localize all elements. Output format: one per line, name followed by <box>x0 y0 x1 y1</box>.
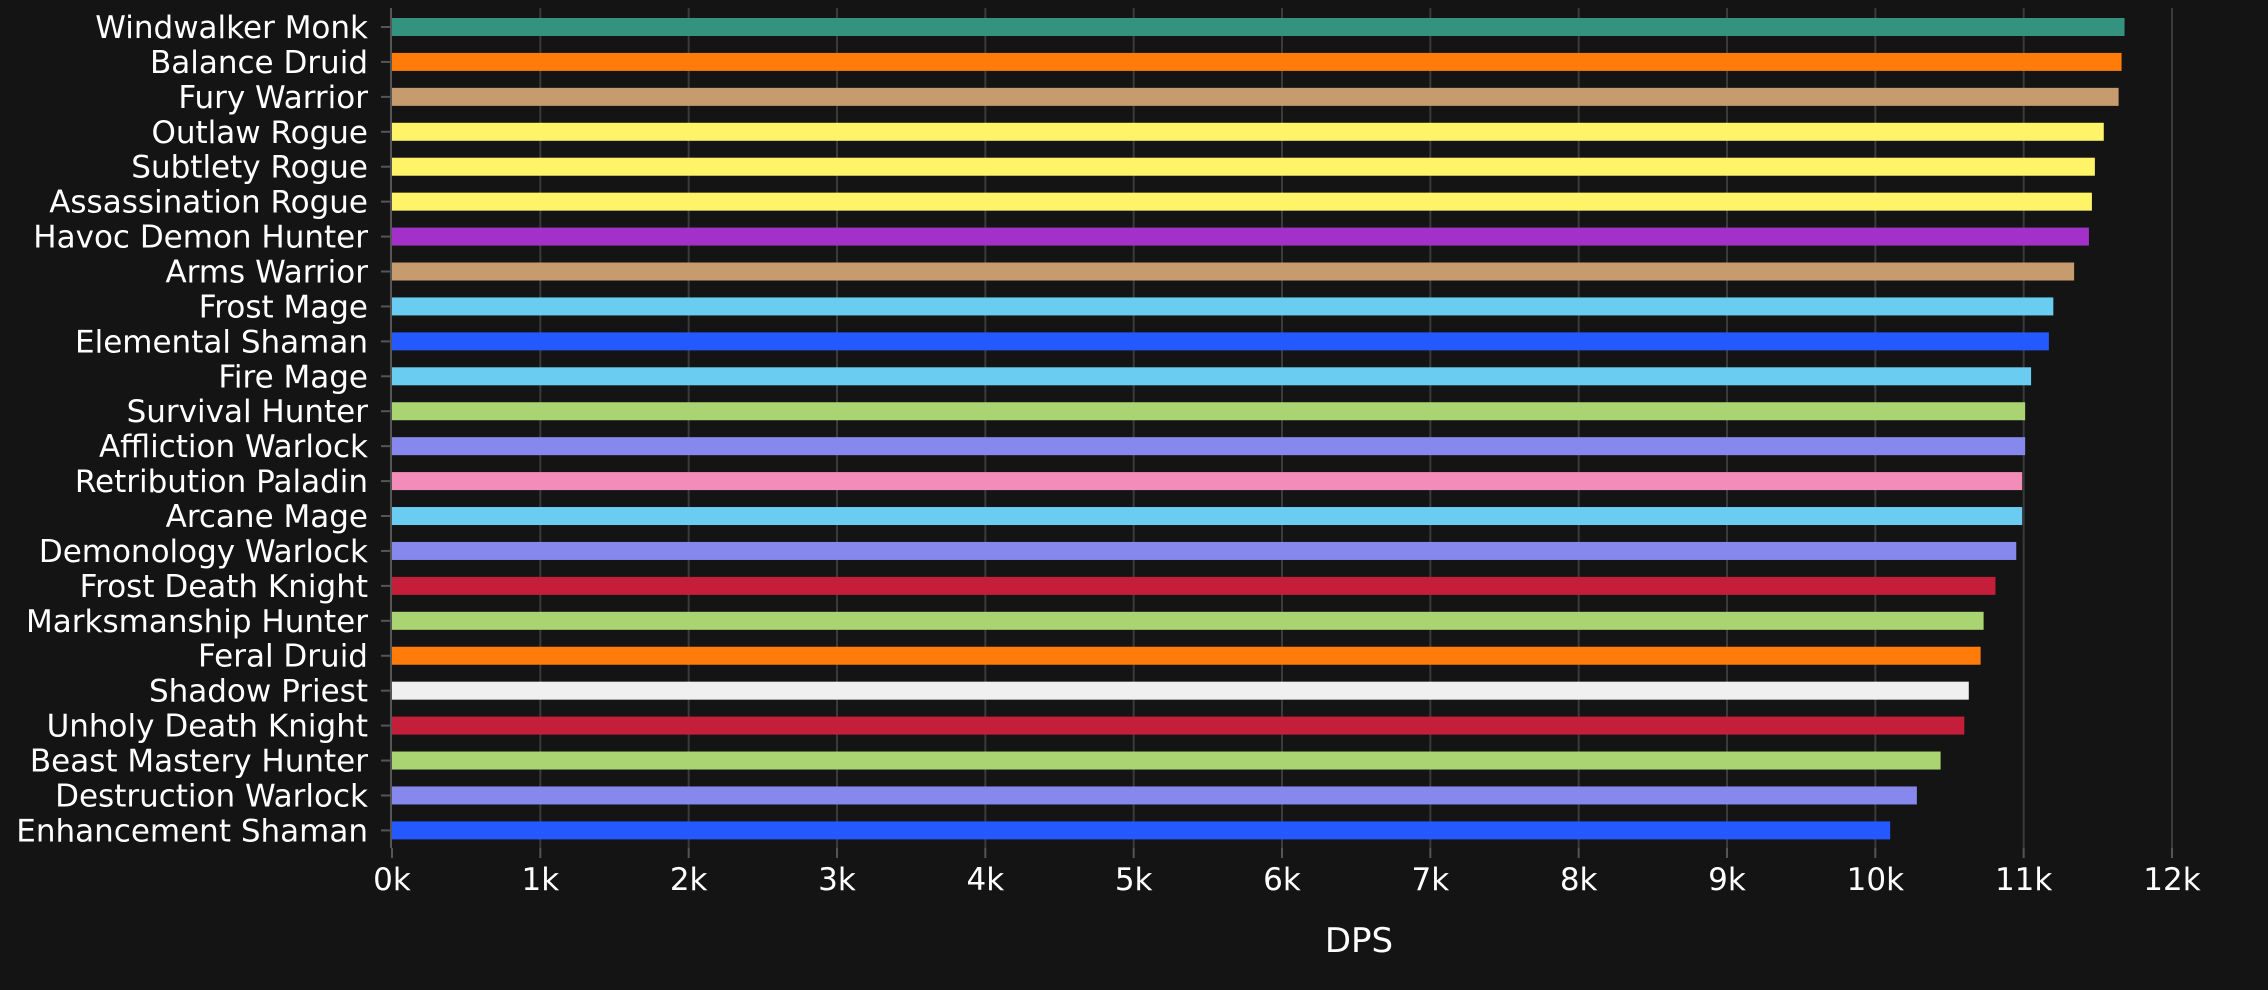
bar <box>392 402 2026 421</box>
category-label: Assassination Rogue <box>49 185 368 221</box>
category-label: Subtlety Rogue <box>131 150 368 186</box>
bar <box>392 332 2049 351</box>
bar <box>392 437 2026 456</box>
category-label: Survival Hunter <box>127 394 369 430</box>
category-label: Arcane Mage <box>166 499 368 535</box>
bar <box>392 716 1965 735</box>
bar <box>392 751 1941 770</box>
x-tick-label: 5k <box>1115 862 1153 898</box>
category-label: Havoc Demon Hunter <box>33 220 368 256</box>
x-tick-label: 7k <box>1411 862 1449 898</box>
category-label: Enhancement Shaman <box>16 813 368 849</box>
bar <box>392 507 2023 526</box>
x-tick-label: 6k <box>1263 862 1301 898</box>
bars <box>392 18 2125 840</box>
bar <box>392 87 2119 106</box>
category-label: Elemental Shaman <box>75 324 368 360</box>
x-tick-label: 3k <box>818 862 856 898</box>
bar <box>392 786 1917 805</box>
category-label: Fire Mage <box>218 359 368 395</box>
category-label: Frost Mage <box>199 289 368 325</box>
x-tick-label: 2k <box>670 862 708 898</box>
x-tick-label: 4k <box>966 862 1004 898</box>
x-tick-label: 0k <box>373 862 411 898</box>
x-axis-title: DPS <box>1325 921 1393 961</box>
bar <box>392 297 2054 316</box>
x-tick-label: 12k <box>2143 862 2200 898</box>
bar <box>392 576 1996 595</box>
category-label: Demonology Warlock <box>39 534 368 570</box>
axes <box>381 8 2173 858</box>
bar <box>392 122 2104 141</box>
category-label: Shadow Priest <box>149 674 368 710</box>
category-label: Affliction Warlock <box>99 429 368 465</box>
category-label: Windwalker Monk <box>95 10 368 46</box>
category-label: Balance Druid <box>150 45 368 81</box>
bar <box>392 541 2017 560</box>
bar <box>392 18 2125 36</box>
category-label: Beast Mastery Hunter <box>30 744 368 780</box>
x-tick-labels: 0k 1k 2k 3k 4k 5k 6k 7k 8k 9k 10k 11k 12k <box>373 862 2201 898</box>
category-label: Marksmanship Hunter <box>26 604 368 640</box>
category-label: Outlaw Rogue <box>151 115 368 151</box>
category-label: Frost Death Knight <box>80 569 368 605</box>
bar <box>392 646 1981 665</box>
x-tick-label: 8k <box>1560 862 1598 898</box>
category-label: Unholy Death Knight <box>47 709 368 745</box>
category-label: Feral Druid <box>198 639 368 675</box>
bar <box>392 192 2092 211</box>
bar <box>392 157 2095 176</box>
grid-lines <box>539 8 2173 848</box>
x-tick-label: 9k <box>1708 862 1746 898</box>
category-label: Destruction Warlock <box>55 778 368 814</box>
bar <box>392 52 2122 71</box>
bar <box>392 611 1984 630</box>
bar <box>392 227 2089 246</box>
x-tick-label: 1k <box>521 862 559 898</box>
x-tick-label: 10k <box>1847 862 1904 898</box>
bar <box>392 262 2075 281</box>
category-label: Arms Warrior <box>165 255 368 291</box>
category-label: Fury Warrior <box>178 80 368 116</box>
x-tick-label: 11k <box>1995 862 2052 898</box>
bar <box>392 472 2023 491</box>
bar <box>392 367 2032 386</box>
bar <box>392 821 1891 840</box>
category-label: Retribution Paladin <box>75 464 368 500</box>
bar <box>392 681 1969 700</box>
